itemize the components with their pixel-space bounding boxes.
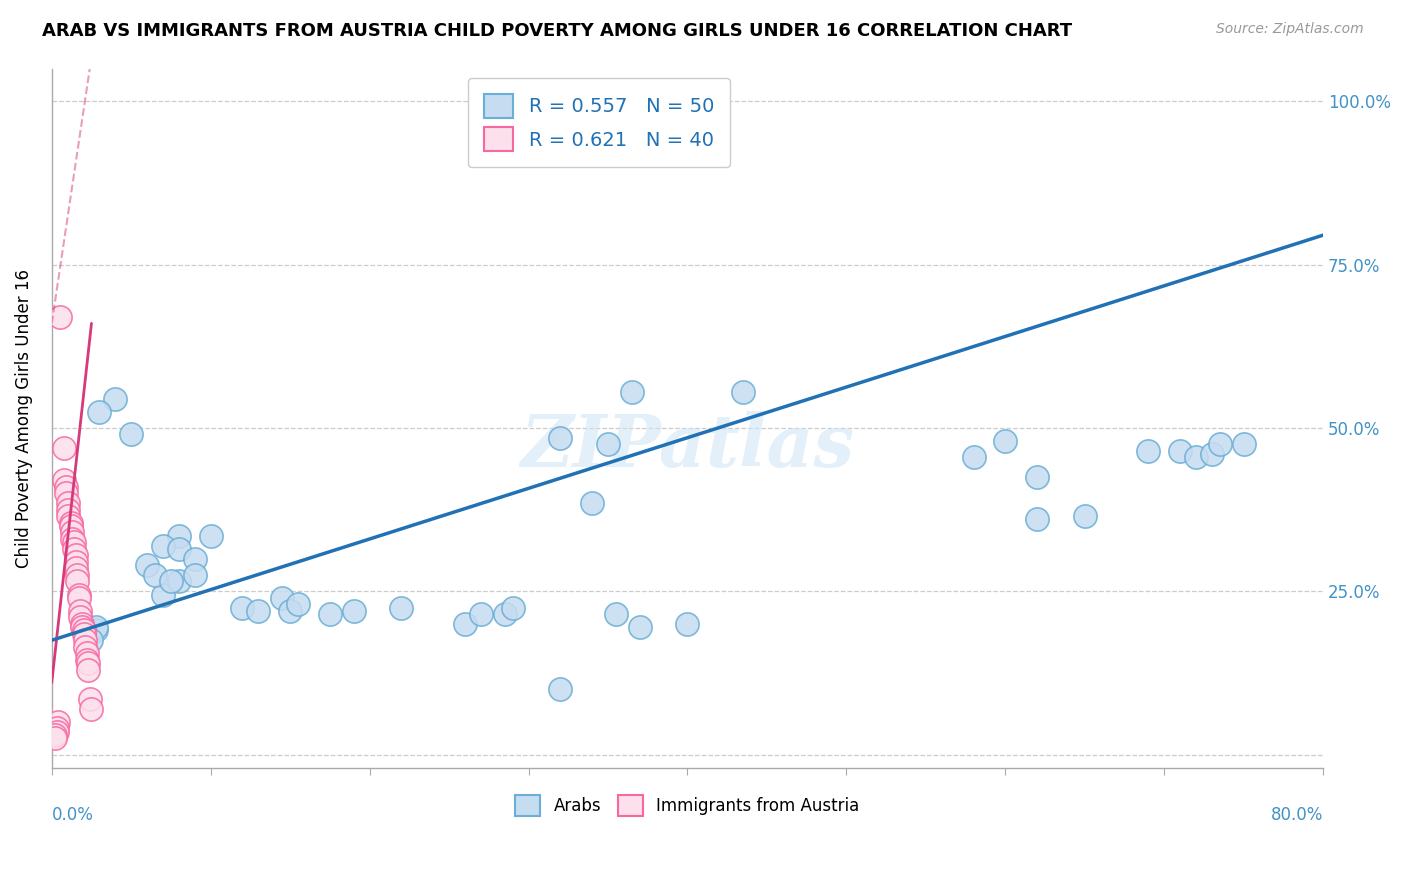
Point — [45, 724, 67, 739]
Point — [1137, 443, 1160, 458]
Point — [55, 486, 77, 500]
Point — [605, 607, 627, 622]
Point — [231, 600, 253, 615]
Point — [287, 598, 309, 612]
Point — [56, 509, 79, 524]
Point — [1209, 437, 1232, 451]
Point — [72, 624, 94, 638]
Point — [1201, 447, 1223, 461]
Point — [72, 624, 94, 638]
Point — [596, 437, 619, 451]
Point — [143, 568, 166, 582]
Point — [70, 620, 93, 634]
Point — [494, 607, 516, 622]
Point — [77, 663, 100, 677]
Point — [1026, 512, 1049, 526]
Point — [65, 549, 87, 563]
Point — [120, 427, 142, 442]
Point — [247, 604, 270, 618]
Point — [343, 604, 366, 618]
Point — [184, 551, 207, 566]
Point — [62, 525, 84, 540]
Text: 0.0%: 0.0% — [52, 806, 94, 824]
Point — [731, 384, 754, 399]
Point — [184, 568, 207, 582]
Point — [278, 604, 301, 618]
Point — [75, 633, 97, 648]
Point — [620, 384, 643, 399]
Point — [70, 616, 93, 631]
Point — [136, 558, 159, 573]
Text: 80.0%: 80.0% — [1271, 806, 1323, 824]
Point — [80, 702, 103, 716]
Point — [1185, 450, 1208, 465]
Point — [1233, 437, 1256, 451]
Legend: Arabs, Immigrants from Austria: Arabs, Immigrants from Austria — [509, 789, 866, 822]
Point — [69, 610, 91, 624]
Point — [167, 574, 190, 589]
Point — [55, 480, 77, 494]
Point — [152, 588, 174, 602]
Point — [62, 532, 84, 546]
Point — [200, 529, 222, 543]
Point — [76, 646, 98, 660]
Point — [676, 616, 699, 631]
Point — [389, 600, 412, 615]
Point — [44, 728, 66, 742]
Point — [59, 516, 82, 530]
Text: Source: ZipAtlas.com: Source: ZipAtlas.com — [1216, 22, 1364, 37]
Point — [550, 431, 572, 445]
Point — [76, 653, 98, 667]
Point — [167, 529, 190, 543]
Point — [53, 441, 76, 455]
Point — [44, 731, 66, 746]
Point — [167, 541, 190, 556]
Point — [77, 656, 100, 670]
Text: ARAB VS IMMIGRANTS FROM AUSTRIA CHILD POVERTY AMONG GIRLS UNDER 16 CORRELATION C: ARAB VS IMMIGRANTS FROM AUSTRIA CHILD PO… — [42, 22, 1073, 40]
Point — [63, 541, 86, 556]
Point — [56, 502, 79, 516]
Point — [65, 555, 87, 569]
Point — [65, 561, 87, 575]
Point — [46, 714, 69, 729]
Point — [69, 604, 91, 618]
Point — [628, 620, 651, 634]
Point — [84, 620, 107, 634]
Point — [79, 692, 101, 706]
Point — [75, 640, 97, 654]
Point — [470, 607, 492, 622]
Point — [84, 624, 107, 638]
Point — [63, 535, 86, 549]
Point — [319, 607, 342, 622]
Point — [581, 496, 603, 510]
Point — [67, 588, 90, 602]
Point — [89, 404, 111, 418]
Point — [66, 568, 89, 582]
Point — [53, 473, 76, 487]
Point — [271, 591, 294, 605]
Point — [48, 310, 70, 324]
Point — [454, 616, 477, 631]
Point — [550, 682, 572, 697]
Point — [502, 600, 524, 615]
Point — [152, 539, 174, 553]
Point — [67, 591, 90, 605]
Point — [104, 392, 127, 406]
Y-axis label: Child Poverty Among Girls Under 16: Child Poverty Among Girls Under 16 — [15, 268, 32, 567]
Point — [59, 519, 82, 533]
Text: ZIPatlas: ZIPatlas — [520, 410, 855, 482]
Point — [962, 450, 984, 465]
Point — [1074, 509, 1097, 524]
Point — [1168, 443, 1191, 458]
Point — [994, 434, 1017, 448]
Point — [72, 626, 94, 640]
Point — [45, 722, 67, 736]
Point — [1026, 470, 1049, 484]
Point — [160, 574, 183, 589]
Point — [66, 574, 89, 589]
Point — [80, 633, 103, 648]
Point — [56, 496, 79, 510]
